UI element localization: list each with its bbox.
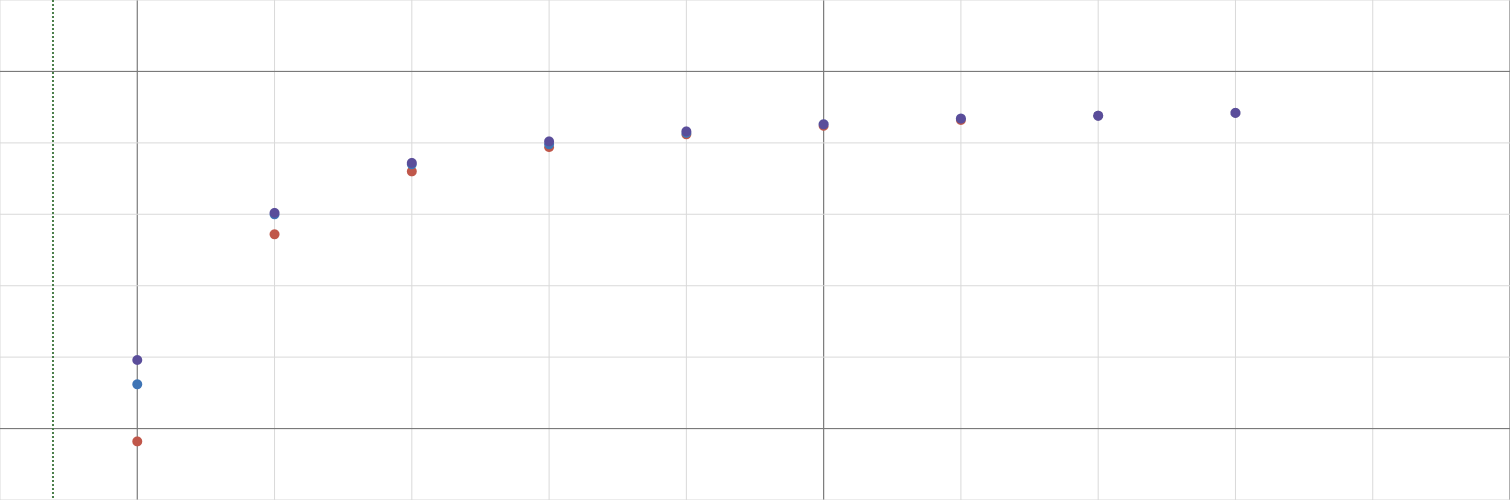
data-point[interactable] <box>818 119 829 130</box>
data-point[interactable] <box>269 207 280 218</box>
data-point[interactable] <box>132 436 143 447</box>
data-point[interactable] <box>132 355 143 365</box>
data-point[interactable] <box>1230 107 1241 118</box>
data-point[interactable] <box>269 229 280 240</box>
series-3 <box>132 107 1241 365</box>
data-points <box>132 107 1241 447</box>
data-point[interactable] <box>681 126 692 137</box>
data-point[interactable] <box>544 136 555 147</box>
data-point[interactable] <box>132 379 143 390</box>
data-point[interactable] <box>406 157 417 168</box>
data-point[interactable] <box>1093 110 1104 121</box>
data-point[interactable] <box>406 166 417 177</box>
data-point[interactable] <box>955 113 966 124</box>
